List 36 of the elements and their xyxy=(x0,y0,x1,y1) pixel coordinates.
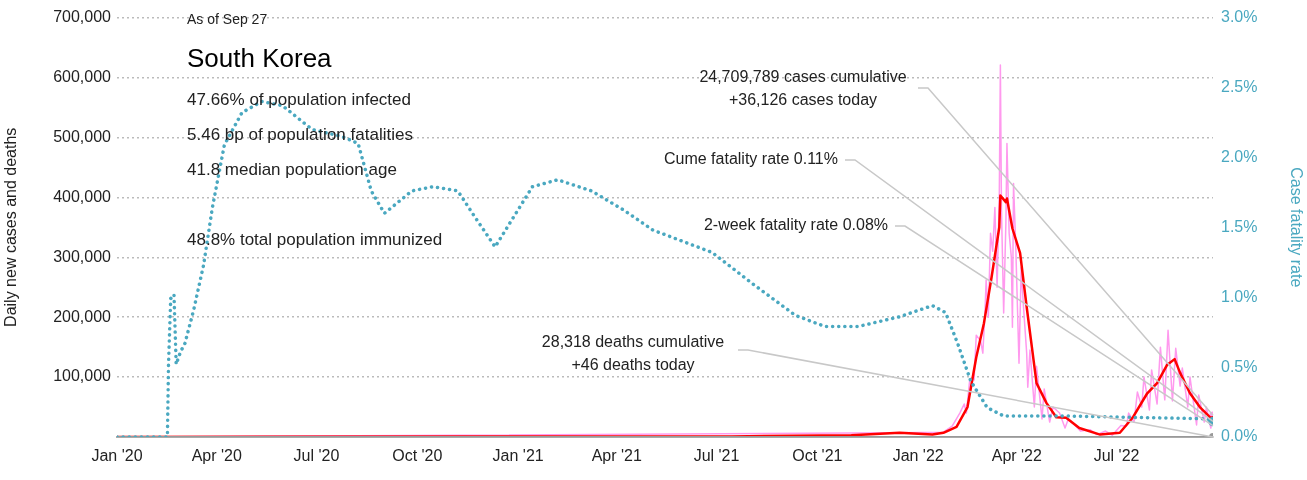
annotation: 28,318 deaths cumulative +46 deaths today xyxy=(541,333,725,374)
x-tick-label: Apr '20 xyxy=(191,447,242,465)
y-tick-label: 400,000 xyxy=(53,187,112,205)
x-tick-label: Jul '22 xyxy=(1093,447,1140,465)
x-tick-label: Jan '21 xyxy=(492,447,544,465)
x-tick-label: Apr '21 xyxy=(591,447,642,465)
x-tick-label: Apr '22 xyxy=(991,447,1043,465)
annotation: 47.66% of population infected xyxy=(187,89,412,109)
annotation: 48.8% total population immunized xyxy=(187,229,443,249)
annotation: Cume fatality rate 0.11% xyxy=(663,150,838,168)
text: South Korea xyxy=(187,43,333,74)
y2-tick-label: 2.5% xyxy=(1221,77,1258,95)
x-tick-label: Jul '21 xyxy=(693,447,740,465)
x-tick-label: Jan '20 xyxy=(91,447,143,465)
y-tick-label: 700,000 xyxy=(53,8,112,26)
y2-tick-label: 0.0% xyxy=(1221,427,1258,445)
y2-tick-label: 1.5% xyxy=(1221,217,1258,235)
y2-tick-label: 2.0% xyxy=(1221,147,1258,165)
annotation: 2-week fatality rate 0.08% xyxy=(703,216,888,234)
x-tick-label: Oct '20 xyxy=(392,447,443,465)
y-axis-title: Daily new cases and deaths xyxy=(2,127,20,327)
annotation: 24,709,789 cases cumulative +36,126 cases today xyxy=(699,68,907,109)
y-tick-label: 200,000 xyxy=(53,307,112,325)
x-tick-label: Jul '20 xyxy=(293,447,340,465)
y-tick-label: 600,000 xyxy=(53,67,112,85)
y-tick-label: 300,000 xyxy=(53,247,112,265)
y2-tick-label: 3.0% xyxy=(1221,8,1258,26)
y2-axis-title: Case fatality rate xyxy=(1287,167,1305,288)
x-tick-label: Jan '22 xyxy=(892,447,944,465)
y2-tick-label: 1.0% xyxy=(1221,287,1258,305)
annotation: As of Sep 27 xyxy=(187,10,268,27)
x-tick-label: Oct '21 xyxy=(792,447,843,465)
y2-tick-label: 0.5% xyxy=(1221,357,1258,375)
y-tick-label: 500,000 xyxy=(53,127,112,145)
annotation: 41.8 median population age xyxy=(187,159,397,179)
y-tick-label: 100,000 xyxy=(53,367,112,385)
